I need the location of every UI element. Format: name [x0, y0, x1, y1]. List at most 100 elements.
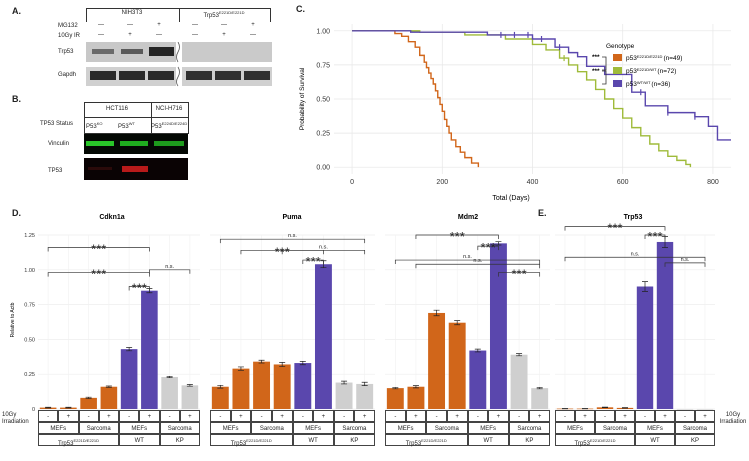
error-bar — [412, 385, 419, 389]
significance-bracket — [394, 259, 541, 265]
irradiation-cell: - — [119, 410, 140, 422]
significance-label: *** — [450, 229, 465, 244]
survival-axes: 0 200 400 600 800 0.00 0.25 0.50 0.75 1.00 — [316, 28, 719, 186]
x-tick-label: 800 — [707, 179, 719, 186]
title-trp53: Trp53 — [624, 214, 643, 221]
bar-mdm2-2 — [428, 312, 446, 409]
legend-label-het: p53E221D/WT(n=72) — [626, 67, 676, 75]
bar-y-tick-label: 1.25 — [24, 233, 35, 239]
legend-label-wt: p53WT/WT(n=36) — [626, 80, 670, 88]
panel-label-e: E. — [538, 208, 547, 218]
irradiation-cell: - — [38, 410, 59, 422]
bar-mdm2-1 — [407, 386, 425, 409]
bar-puma-2 — [253, 361, 271, 409]
irradiation-cell: - — [333, 410, 355, 422]
band — [90, 71, 116, 80]
irradiation-cell: + — [488, 410, 509, 422]
band — [86, 141, 114, 146]
error-bar — [217, 384, 224, 389]
bar-puma-4 — [294, 363, 312, 409]
trp53-blot-right — [182, 42, 272, 62]
significance-bracket — [564, 256, 706, 262]
ir-lane-5: + — [222, 32, 226, 38]
gapdh-row-label: Gapdh — [58, 72, 77, 78]
genotype-wt-cell: WT — [119, 434, 160, 446]
significance-label: n.s. — [681, 257, 690, 263]
bar-charts-root: 00.250.500.751.001.25*********n.s.n.s.**… — [24, 221, 715, 413]
error-bar — [45, 406, 52, 409]
cell-type-cell: MEFs — [119, 422, 160, 434]
nci-h716-label: NCI-H716 — [155, 106, 183, 112]
panel-label-c: C. — [296, 4, 305, 14]
error-bar — [166, 375, 173, 379]
irradiation-cell: + — [405, 410, 427, 422]
bar-cdkn1a-5 — [141, 290, 158, 409]
irradiation-cell: - — [426, 410, 447, 422]
x-tick-label: 0 — [350, 179, 354, 186]
cell-type-cell: MEFs — [555, 422, 595, 434]
irradiation-cell: + — [446, 410, 468, 422]
bar-puma-6 — [335, 382, 353, 409]
cell-type-cell: Sarcoma — [333, 422, 375, 434]
error-bar — [392, 387, 399, 390]
significance-bracket — [644, 234, 666, 239]
genotype-mut-cell: Trp53E221D/E221D — [38, 434, 119, 447]
legend-sig-2: *** — [592, 68, 600, 75]
irradiation-cell: + — [313, 410, 334, 422]
significance-bracket — [47, 247, 150, 252]
significance-bracket — [477, 245, 499, 251]
bar-puma-7 — [356, 383, 374, 409]
irradiation-cell: - — [251, 410, 272, 422]
error-bar — [622, 407, 628, 409]
mg132-lane-3: + — [157, 22, 161, 28]
y-tick-label: 0.25 — [316, 131, 330, 138]
irradiation-cell: - — [385, 410, 406, 422]
cell-type-cell: MEFs — [38, 422, 79, 434]
error-bar — [105, 385, 112, 388]
title-cdkn1a: Cdkn1a — [99, 214, 124, 221]
bar-cdkn1a-6 — [161, 376, 178, 409]
error-bar — [433, 309, 440, 317]
bar-y-tick-label: 0.50 — [24, 337, 35, 343]
y-tick-label: 1.00 — [316, 28, 330, 35]
irradiation-cell: - — [78, 410, 99, 422]
significance-bracket — [128, 286, 150, 291]
error-bar — [341, 380, 348, 385]
bar-panel-cdkn1a: 0 0.25 0.50 0.75 1.00 1.25 *** *** *** n.s. — [24, 233, 200, 413]
irradiation-cell: - — [675, 410, 695, 422]
band — [122, 166, 148, 172]
genotype-mut-cell: Trp53E221D/E221D — [210, 434, 293, 447]
bar-mdm2-0 — [386, 388, 404, 409]
ir-lane-3: — — [156, 32, 162, 38]
bar-mdm2-7 — [531, 388, 549, 409]
significance-label: n.s. — [165, 264, 174, 270]
error-bar — [516, 353, 523, 357]
bar-panel-mdm2: *** *** n.s.n.s. *** — [385, 229, 550, 410]
panel-label-d: D. — [12, 208, 21, 218]
significance-label: *** — [91, 242, 106, 257]
significance-bracket — [498, 272, 541, 277]
irradiation-cell: + — [139, 410, 160, 422]
survival-y-label: Probability of Survival — [299, 67, 306, 130]
irradiation-cell: + — [179, 410, 200, 422]
error-bar — [85, 396, 92, 399]
significance-label: *** — [607, 221, 622, 236]
significance-bracket — [664, 262, 706, 267]
survival-legend: Genotype p53E221D/E221D(n=49) p53E221D/W… — [592, 43, 682, 88]
irradiation-cell: - — [292, 410, 314, 422]
bar-cdkn1a-7 — [181, 385, 199, 409]
band — [186, 71, 212, 80]
significance-bracket — [564, 226, 666, 231]
y-tick-label: 0.75 — [316, 62, 330, 69]
bar-trp53-4 — [636, 286, 654, 409]
bar-y-label: Relative to Actb — [10, 302, 16, 337]
x-tick-label: 600 — [617, 179, 629, 186]
irradiation-cell: + — [230, 410, 252, 422]
bar-puma-5 — [314, 264, 332, 409]
cell-type-cell: Sarcoma — [595, 422, 635, 434]
error-bar — [237, 366, 244, 371]
error-bar — [279, 362, 286, 367]
genotype-wt-cell: WT — [635, 434, 675, 446]
bar-charts: 00.250.500.751.001.25*********n.s.n.s.**… — [10, 214, 715, 413]
bar-trp53-6 — [676, 409, 694, 410]
